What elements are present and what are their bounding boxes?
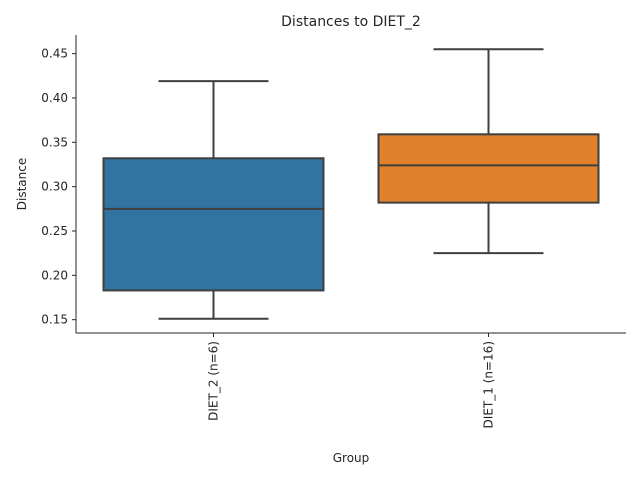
box-series xyxy=(102,48,600,320)
y-axis-label: Distance xyxy=(15,158,29,210)
y-tick-label: 0.15 xyxy=(41,313,68,327)
chart-title: Distances to DIET_2 xyxy=(281,14,421,30)
x-axis-label: Group xyxy=(333,451,370,465)
y-tick-label: 0.45 xyxy=(41,47,68,61)
x-tick-label: DIET_1 (n=16) xyxy=(482,341,496,428)
y-tick-label: 0.35 xyxy=(41,135,68,149)
x-tick-label: DIET_2 (n=6) xyxy=(207,341,221,421)
box-group xyxy=(377,48,600,255)
y-tick-label: 0.25 xyxy=(41,224,68,238)
y-tick-label: 0.20 xyxy=(41,268,68,282)
y-tick-label: 0.40 xyxy=(41,91,68,105)
y-axis-ticks: 0.15 0.20 0.25 0.30 0.35 0.40 0.45 xyxy=(41,47,76,327)
box-group xyxy=(102,80,325,320)
iqr-box xyxy=(102,157,325,292)
iqr-box xyxy=(377,133,600,204)
y-tick-label: 0.30 xyxy=(41,180,68,194)
x-axis-ticks: DIET_2 (n=6) DIET_1 (n=16) xyxy=(207,333,496,428)
